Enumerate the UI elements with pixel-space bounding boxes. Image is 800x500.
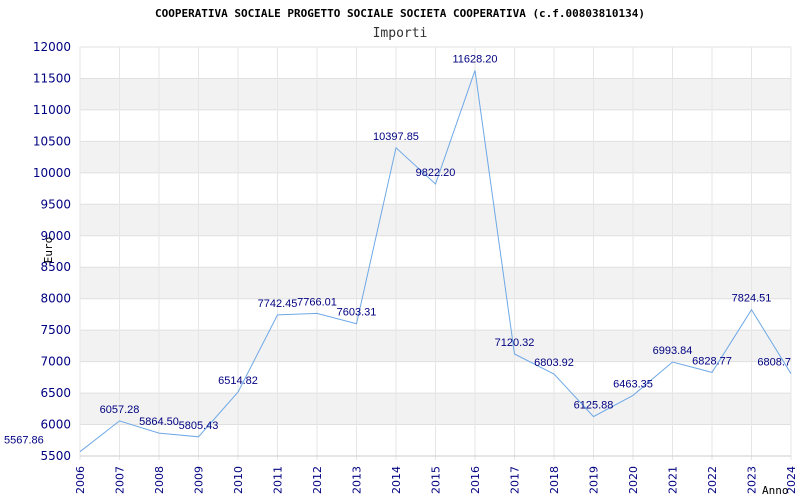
- y-tick-label: 5500: [40, 449, 71, 463]
- x-tick-label: 2008: [153, 466, 166, 494]
- data-label: 6463.35: [613, 378, 653, 390]
- x-tick-label: 2006: [74, 466, 87, 494]
- x-tick-label: 2015: [430, 466, 443, 494]
- y-tick-label: 6000: [40, 418, 71, 432]
- y-tick-label: 11500: [33, 71, 71, 85]
- y-tick-label: 8000: [40, 292, 71, 306]
- data-label: 7824.51: [732, 293, 772, 305]
- x-tick-label: 2016: [469, 466, 482, 494]
- y-tick-label: 7000: [40, 355, 71, 369]
- data-label: 7120.32: [495, 337, 535, 349]
- x-tick-label: 2024: [785, 466, 798, 494]
- chart-title: COOPERATIVA SOCIALE PROGETTO SOCIALE SOC…: [155, 7, 645, 20]
- x-tick-label: 2021: [667, 466, 680, 494]
- x-tick-label: 2023: [746, 466, 759, 494]
- y-tick-label: 10000: [33, 166, 71, 180]
- data-label: 6993.84: [653, 345, 693, 357]
- x-tick-label: 2019: [588, 466, 601, 494]
- data-label: 5805.43: [179, 420, 219, 432]
- x-tick-label: 2007: [114, 466, 127, 494]
- data-label: 7742.45: [258, 298, 298, 310]
- x-axis-label: Anno: [762, 484, 789, 497]
- y-tick-label: 9000: [40, 229, 71, 243]
- x-tick-label: 2013: [351, 466, 364, 494]
- y-axis-label: Euro: [42, 237, 55, 264]
- x-tick-label: 2017: [509, 466, 522, 494]
- x-tick-label: 2022: [706, 466, 719, 494]
- y-tick-label: 10500: [33, 134, 71, 148]
- x-tick-label: 2012: [311, 466, 324, 494]
- data-label: 6803.92: [534, 357, 574, 369]
- y-tick-label: 9500: [40, 197, 71, 211]
- y-axis-ticks: 5500 6000 6500 7000 7500 8000 8500 9000 9500 1000…: [33, 40, 71, 463]
- y-tick-label: 7500: [40, 323, 71, 337]
- chart-subtitle: Importi: [373, 26, 428, 41]
- series-line: [79, 70, 792, 453]
- data-label: 11628.20: [452, 53, 497, 65]
- data-label: 6057.28: [100, 404, 140, 416]
- x-tick-label: 2011: [272, 466, 285, 494]
- y-tick-label: 12000: [33, 40, 71, 54]
- data-label: 6808.7: [757, 357, 791, 369]
- data-label: 9822.20: [416, 167, 456, 179]
- x-tick-label: 2018: [548, 466, 561, 494]
- data-label: 7766.01: [297, 296, 337, 308]
- data-label: 10397.85: [373, 131, 419, 143]
- data-label: 5864.50: [139, 416, 179, 428]
- data-label: 5567.86: [4, 435, 44, 447]
- x-axis-ticks: 2006 2007 2008 2009 2010 2011 2012 2013 2014 2015…: [74, 466, 798, 494]
- y-tick-label: 11000: [33, 103, 71, 117]
- x-tick-label: 2010: [232, 466, 245, 494]
- data-label: 7603.31: [337, 307, 377, 319]
- y-tick-label: 8500: [40, 260, 71, 274]
- x-tick-label: 2009: [193, 466, 206, 494]
- data-label: 6514.82: [218, 375, 258, 387]
- x-tick-label: 2020: [627, 466, 640, 494]
- data-label: 6828.77: [692, 355, 732, 367]
- x-tick-label: 2014: [390, 466, 403, 494]
- y-tick-label: 6500: [40, 386, 71, 400]
- data-label: 6125.88: [574, 400, 614, 412]
